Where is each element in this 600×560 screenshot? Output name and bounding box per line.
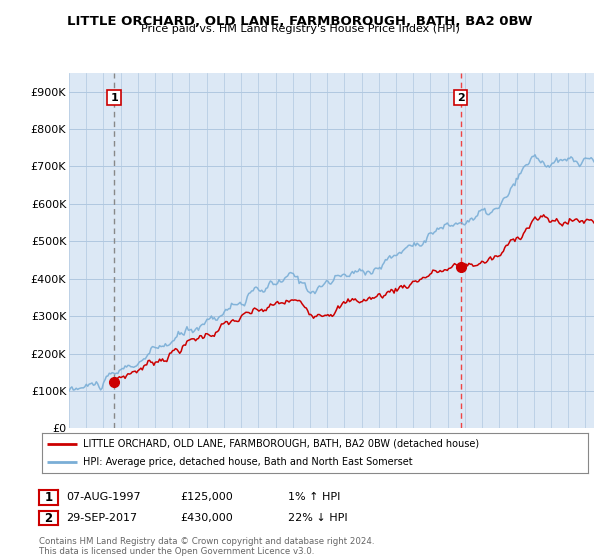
Text: 1: 1 (110, 93, 118, 102)
Text: £430,000: £430,000 (180, 513, 233, 523)
Text: Contains HM Land Registry data © Crown copyright and database right 2024.: Contains HM Land Registry data © Crown c… (39, 537, 374, 546)
Text: LITTLE ORCHARD, OLD LANE, FARMBOROUGH, BATH, BA2 0BW: LITTLE ORCHARD, OLD LANE, FARMBOROUGH, B… (67, 15, 533, 27)
Text: 22% ↓ HPI: 22% ↓ HPI (288, 513, 347, 523)
Text: 1: 1 (44, 491, 53, 504)
Text: £125,000: £125,000 (180, 492, 233, 502)
Text: HPI: Average price, detached house, Bath and North East Somerset: HPI: Average price, detached house, Bath… (83, 458, 413, 467)
Text: 07-AUG-1997: 07-AUG-1997 (66, 492, 140, 502)
Text: 29-SEP-2017: 29-SEP-2017 (66, 513, 137, 523)
Text: 2: 2 (44, 511, 53, 525)
Text: Price paid vs. HM Land Registry's House Price Index (HPI): Price paid vs. HM Land Registry's House … (140, 24, 460, 34)
Text: This data is licensed under the Open Government Licence v3.0.: This data is licensed under the Open Gov… (39, 547, 314, 556)
Text: 1% ↑ HPI: 1% ↑ HPI (288, 492, 340, 502)
Text: 2: 2 (457, 93, 464, 102)
Text: LITTLE ORCHARD, OLD LANE, FARMBOROUGH, BATH, BA2 0BW (detached house): LITTLE ORCHARD, OLD LANE, FARMBOROUGH, B… (83, 439, 479, 449)
